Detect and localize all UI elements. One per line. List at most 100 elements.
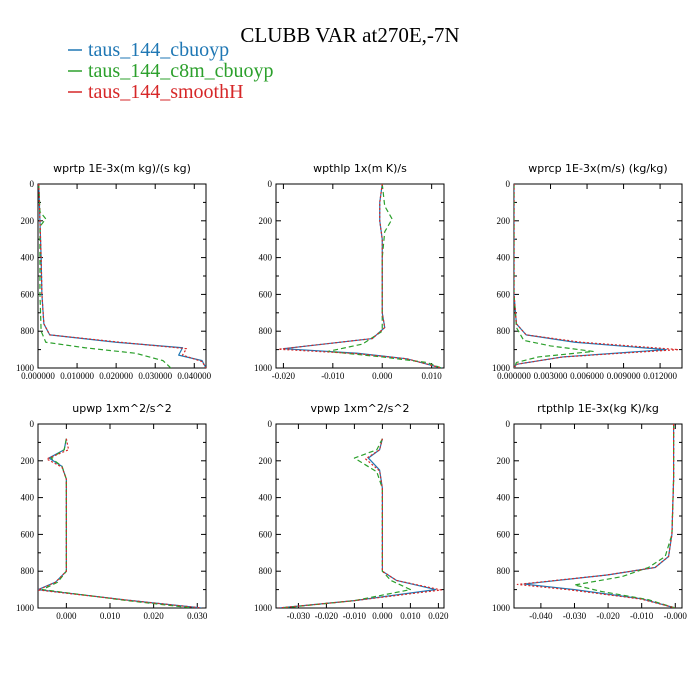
y-tick-label: 1000 bbox=[16, 363, 35, 373]
y-tick-label: 400 bbox=[497, 493, 511, 503]
y-tick-label: 600 bbox=[21, 289, 35, 299]
series-group bbox=[514, 184, 679, 368]
series-line-taus_144_cbuoyp bbox=[282, 184, 442, 368]
panel: vpwp 1xm^2/s^2 0 200 400 600 800 1000 -0.030 -0.… bbox=[254, 402, 449, 621]
y-tick-label: 1000 bbox=[254, 603, 273, 613]
plot-frame bbox=[275, 423, 445, 609]
y-tick-label: 800 bbox=[259, 566, 273, 576]
x-tick-label: 0.000 bbox=[372, 371, 393, 381]
x-tick-label: -0.040 bbox=[529, 611, 553, 621]
y-tick-label: 0 bbox=[268, 419, 273, 429]
y-tick-label: 800 bbox=[497, 326, 511, 336]
panels-grid: wprtp 1E-3x(m kg)/(s kg) 0 200 400 600 800 100… bbox=[16, 162, 687, 621]
x-tick-label: -0.010 bbox=[343, 611, 367, 621]
x-tick-label: 0.030000 bbox=[138, 371, 172, 381]
series-line-taus_144_cbuoyp bbox=[38, 438, 202, 608]
y-tick-label: 400 bbox=[259, 493, 273, 503]
panel: upwp 1xm^2/s^2 0 200 400 600 800 1000 0.000 0.01… bbox=[16, 402, 208, 621]
series-line-taus_144_c8m_cbuoyp bbox=[514, 184, 594, 368]
x-tick-label: 0.000000 bbox=[21, 371, 55, 381]
series-group bbox=[278, 438, 442, 608]
x-tick-label: 0.006000 bbox=[570, 371, 604, 381]
series-line-taus_144_cbuoyp bbox=[38, 184, 206, 368]
x-tick-label: 0.000 bbox=[56, 611, 77, 621]
x-tick-label: 0.020000 bbox=[99, 371, 133, 381]
panel-title: wprtp 1E-3x(m kg)/(s kg) bbox=[53, 162, 191, 175]
y-tick-label: 600 bbox=[21, 529, 35, 539]
x-tick-label: -0.020 bbox=[272, 371, 296, 381]
y-tick-label: 800 bbox=[497, 566, 511, 576]
legend: taus_144_cbuoyptaus_144_c8m_cbuoyptaus_1… bbox=[68, 39, 274, 103]
x-tick-label: 0.003000 bbox=[534, 371, 568, 381]
series-line-taus_144_c8m_cbuoyp bbox=[281, 438, 411, 608]
panel: wprcp 1E-3x(m/s) (kg/kg) 0 200 400 600 800 100… bbox=[492, 162, 683, 381]
y-tick-label: 200 bbox=[259, 216, 273, 226]
x-tick-label: -0.000 bbox=[664, 611, 688, 621]
panel-title: upwp 1xm^2/s^2 bbox=[72, 402, 172, 415]
series-group bbox=[516, 424, 676, 608]
legend-entry: taus_144_c8m_cbuoyp bbox=[68, 60, 274, 82]
x-tick-label: 0.040000 bbox=[177, 371, 211, 381]
y-tick-label: 400 bbox=[21, 493, 35, 503]
x-tick-label: -0.030 bbox=[287, 611, 311, 621]
x-tick-label: 0.010 bbox=[422, 371, 443, 381]
legend-entry: taus_144_cbuoyp bbox=[68, 39, 229, 61]
x-tick-label: 0.010000 bbox=[60, 371, 94, 381]
y-tick-label: 600 bbox=[497, 529, 511, 539]
y-tick-label: 400 bbox=[259, 253, 273, 263]
panel-title: wprcp 1E-3x(m/s) (kg/kg) bbox=[528, 162, 667, 175]
legend-label: taus_144_c8m_cbuoyp bbox=[88, 60, 274, 82]
y-tick-label: 800 bbox=[21, 326, 35, 336]
y-tick-label: 200 bbox=[21, 456, 35, 466]
series-line-taus_144_smoothH bbox=[278, 438, 442, 608]
series-line-taus_144_cbuoyp bbox=[278, 438, 437, 608]
y-tick-label: 0 bbox=[506, 179, 511, 189]
series-line-taus_144_smoothH bbox=[516, 424, 676, 608]
y-tick-label: 600 bbox=[259, 529, 273, 539]
x-tick-label: 0.012000 bbox=[643, 371, 677, 381]
panel-title: wpthlp 1x(m K)/s bbox=[313, 162, 407, 175]
plot-frame bbox=[513, 423, 683, 609]
x-tick-label: 0.020 bbox=[428, 611, 449, 621]
y-tick-label: 1000 bbox=[16, 603, 35, 613]
series-group bbox=[38, 438, 202, 608]
y-tick-label: 0 bbox=[268, 179, 273, 189]
series-line-taus_144_smoothH bbox=[38, 438, 202, 608]
y-tick-label: 1000 bbox=[492, 363, 511, 373]
y-tick-label: 400 bbox=[21, 253, 35, 263]
x-tick-label: 0.009000 bbox=[607, 371, 641, 381]
y-tick-label: 200 bbox=[259, 456, 273, 466]
x-tick-label: -0.010 bbox=[321, 371, 345, 381]
legend-label: taus_144_cbuoyp bbox=[88, 39, 229, 61]
series-line-taus_144_c8m_cbuoyp bbox=[38, 184, 172, 368]
legend-label: taus_144_smoothH bbox=[88, 81, 244, 103]
series-group bbox=[277, 184, 442, 368]
y-tick-label: 600 bbox=[497, 289, 511, 299]
panel-title: vpwp 1xm^2/s^2 bbox=[310, 402, 409, 415]
series-line-taus_144_smoothH bbox=[277, 184, 442, 368]
series-line-taus_144_c8m_cbuoyp bbox=[41, 438, 193, 608]
series-line-taus_144_smoothH bbox=[514, 184, 679, 368]
x-tick-label: 0.010 bbox=[400, 611, 421, 621]
x-tick-label: -0.030 bbox=[563, 611, 587, 621]
x-tick-label: 0.010 bbox=[100, 611, 121, 621]
x-tick-label: 0.000000 bbox=[497, 371, 531, 381]
x-tick-label: 0.030 bbox=[187, 611, 208, 621]
y-tick-label: 600 bbox=[259, 289, 273, 299]
y-tick-label: 400 bbox=[497, 253, 511, 263]
panel: wpthlp 1x(m K)/s 0 200 400 600 800 1000-0.020 -… bbox=[254, 162, 445, 381]
series-line-taus_144_cbuoyp bbox=[514, 184, 667, 368]
y-tick-label: 200 bbox=[497, 216, 511, 226]
legend-entry: taus_144_smoothH bbox=[68, 81, 244, 103]
series-group bbox=[38, 184, 206, 368]
series-line-taus_144_c8m_cbuoyp bbox=[327, 184, 442, 368]
x-tick-label: -0.010 bbox=[630, 611, 654, 621]
y-tick-label: 1000 bbox=[254, 363, 273, 373]
x-tick-label: -0.020 bbox=[315, 611, 339, 621]
x-tick-label: -0.020 bbox=[596, 611, 620, 621]
y-tick-label: 800 bbox=[21, 566, 35, 576]
plot-frame bbox=[37, 183, 207, 369]
series-line-taus_144_c8m_cbuoyp bbox=[573, 424, 676, 608]
series-line-taus_144_smoothH bbox=[38, 184, 206, 368]
